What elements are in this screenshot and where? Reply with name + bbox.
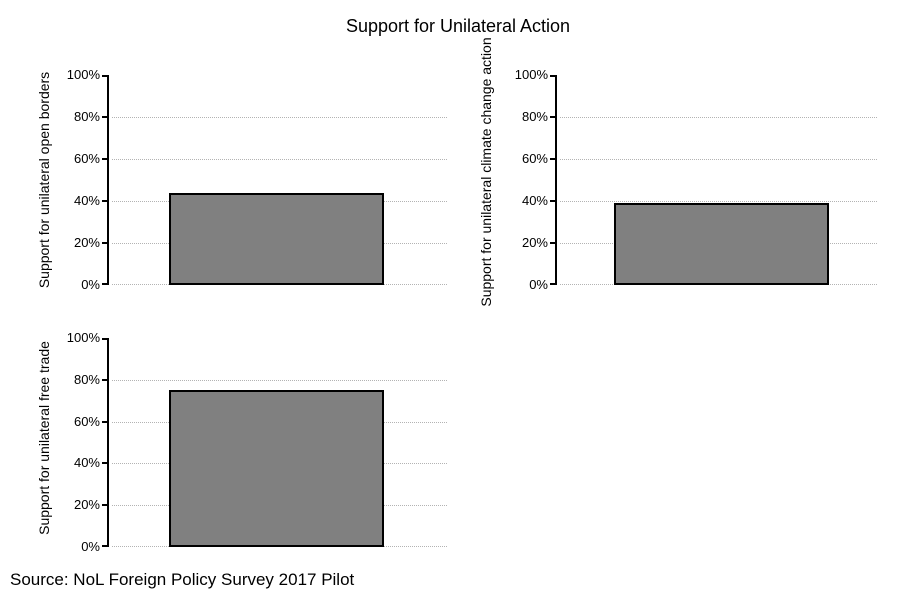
tick-mark [102,75,109,77]
tick-mark [102,200,109,202]
tick-label: 60% [73,151,100,166]
plot-area: 0% 20% 40% 60% 80% 100% [67,330,447,554]
gridline [560,159,877,160]
tick-mark [102,158,109,160]
tick-mark [102,338,109,340]
tick-mark [102,421,109,423]
tick-mark [550,242,557,244]
tick-label: 0% [81,277,100,292]
gridline [112,159,447,160]
tick-label: 20% [73,235,100,250]
tick-label: 100% [66,67,100,82]
tick-label: 40% [73,193,100,208]
source-caption: Source: NoL Foreign Policy Survey 2017 P… [10,570,355,589]
plot-area: 0% 20% 40% 60% 80% 100% [515,67,877,292]
tick-mark [102,379,109,381]
bar [169,390,384,547]
tick-mark [102,545,109,547]
bar [614,203,829,285]
tick-label: 60% [73,414,100,429]
tick-mark [102,462,109,464]
tick-label: 80% [521,109,548,124]
gridline [112,117,447,118]
tick-mark [102,283,109,285]
gridline [112,380,447,381]
tick-label: 40% [521,193,548,208]
y-axis-label: Support for unilateral free trade [36,341,52,535]
tick-mark [550,116,557,118]
tick-label: 100% [514,67,548,82]
tick-label: 60% [521,151,548,166]
gridline [560,201,877,202]
tick-mark [550,283,557,285]
tick-mark [550,75,557,77]
tick-label: 100% [66,330,100,345]
tick-mark [102,116,109,118]
tick-mark [102,504,109,506]
chart-title: Support for Unilateral Action [345,16,571,36]
tick-label: 0% [529,277,548,292]
tick-label: 20% [73,497,100,512]
tick-label: 20% [521,235,548,250]
gridline [560,117,877,118]
tick-mark [102,242,109,244]
tick-label: 0% [81,539,100,554]
tick-mark [550,158,557,160]
plot-area: 0% 20% 40% 60% 80% 100% [67,67,447,292]
tick-mark [550,200,557,202]
tick-label: 40% [73,455,100,470]
tick-label: 80% [73,372,100,387]
tick-label: 80% [73,109,100,124]
bar [169,192,384,285]
